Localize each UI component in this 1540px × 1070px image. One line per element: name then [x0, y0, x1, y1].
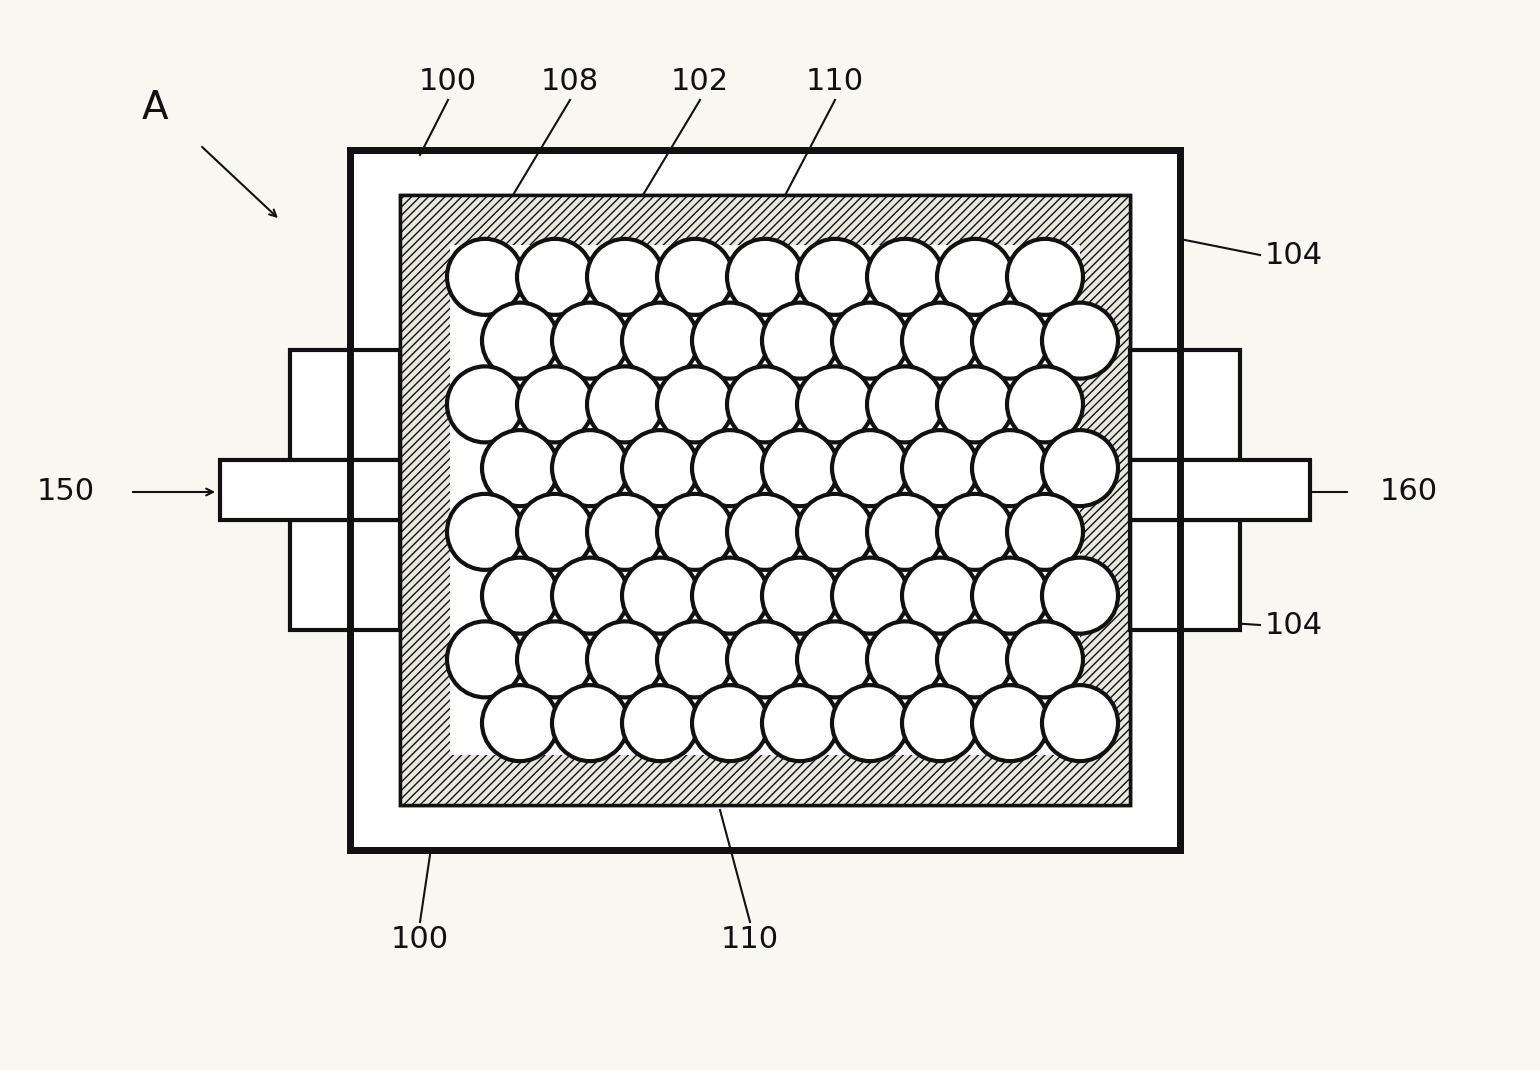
- Text: 108: 108: [541, 67, 599, 96]
- Ellipse shape: [551, 557, 628, 633]
- Text: 102: 102: [671, 67, 728, 96]
- Ellipse shape: [587, 239, 664, 315]
- Bar: [350, 150, 1180, 850]
- Ellipse shape: [551, 430, 628, 506]
- Ellipse shape: [551, 685, 628, 761]
- Ellipse shape: [832, 430, 909, 506]
- Ellipse shape: [867, 239, 942, 315]
- Ellipse shape: [867, 494, 942, 570]
- Bar: [400, 195, 1130, 805]
- Ellipse shape: [936, 622, 1013, 698]
- Ellipse shape: [447, 494, 524, 570]
- Ellipse shape: [587, 494, 664, 570]
- Ellipse shape: [1043, 303, 1118, 379]
- Bar: [400, 755, 1130, 805]
- Ellipse shape: [517, 622, 593, 698]
- Ellipse shape: [798, 239, 873, 315]
- Ellipse shape: [447, 366, 524, 442]
- Bar: [400, 195, 1130, 805]
- Ellipse shape: [902, 557, 978, 633]
- Ellipse shape: [1007, 494, 1083, 570]
- Ellipse shape: [902, 685, 978, 761]
- Ellipse shape: [832, 557, 909, 633]
- Ellipse shape: [762, 557, 838, 633]
- Ellipse shape: [691, 557, 768, 633]
- Ellipse shape: [658, 622, 733, 698]
- Ellipse shape: [622, 430, 698, 506]
- Ellipse shape: [798, 622, 873, 698]
- Ellipse shape: [551, 303, 628, 379]
- Text: 110: 110: [805, 67, 864, 96]
- Ellipse shape: [902, 303, 978, 379]
- Ellipse shape: [972, 685, 1049, 761]
- Ellipse shape: [727, 622, 802, 698]
- Ellipse shape: [691, 430, 768, 506]
- Ellipse shape: [972, 303, 1049, 379]
- Ellipse shape: [762, 430, 838, 506]
- Bar: [350, 150, 1180, 850]
- Bar: [1080, 195, 1130, 805]
- Bar: [290, 520, 400, 630]
- Ellipse shape: [972, 430, 1049, 506]
- Ellipse shape: [658, 366, 733, 442]
- Text: A: A: [142, 89, 168, 127]
- Text: 100: 100: [419, 67, 477, 96]
- Ellipse shape: [517, 239, 593, 315]
- Ellipse shape: [482, 685, 557, 761]
- Ellipse shape: [727, 366, 802, 442]
- Ellipse shape: [762, 685, 838, 761]
- Ellipse shape: [867, 366, 942, 442]
- Ellipse shape: [798, 366, 873, 442]
- Ellipse shape: [1043, 430, 1118, 506]
- Ellipse shape: [798, 494, 873, 570]
- Ellipse shape: [727, 494, 802, 570]
- Ellipse shape: [832, 685, 909, 761]
- Text: 110: 110: [721, 926, 779, 954]
- Ellipse shape: [482, 303, 557, 379]
- Ellipse shape: [936, 239, 1013, 315]
- Text: 150: 150: [37, 477, 95, 506]
- Ellipse shape: [936, 366, 1013, 442]
- Bar: [400, 195, 1130, 245]
- Ellipse shape: [517, 366, 593, 442]
- Ellipse shape: [936, 494, 1013, 570]
- Ellipse shape: [1043, 685, 1118, 761]
- Ellipse shape: [658, 239, 733, 315]
- Ellipse shape: [622, 557, 698, 633]
- Ellipse shape: [727, 239, 802, 315]
- Ellipse shape: [622, 303, 698, 379]
- Text: 104: 104: [1264, 241, 1323, 270]
- Ellipse shape: [1007, 622, 1083, 698]
- Ellipse shape: [1007, 239, 1083, 315]
- Ellipse shape: [691, 685, 768, 761]
- Ellipse shape: [762, 303, 838, 379]
- Bar: [1130, 350, 1240, 460]
- Ellipse shape: [587, 366, 664, 442]
- Ellipse shape: [447, 239, 524, 315]
- Ellipse shape: [972, 557, 1049, 633]
- Ellipse shape: [482, 557, 557, 633]
- Bar: [1130, 460, 1311, 520]
- Ellipse shape: [482, 430, 557, 506]
- Text: 160: 160: [1380, 477, 1438, 506]
- Ellipse shape: [622, 685, 698, 761]
- Ellipse shape: [1043, 557, 1118, 633]
- Ellipse shape: [1007, 366, 1083, 442]
- Ellipse shape: [832, 303, 909, 379]
- Ellipse shape: [691, 303, 768, 379]
- Ellipse shape: [867, 622, 942, 698]
- Ellipse shape: [587, 622, 664, 698]
- Ellipse shape: [658, 494, 733, 570]
- Bar: [400, 195, 450, 805]
- Ellipse shape: [902, 430, 978, 506]
- Bar: [290, 350, 400, 460]
- Bar: [1130, 520, 1240, 630]
- Text: 100: 100: [391, 926, 450, 954]
- Text: 104: 104: [1264, 611, 1323, 640]
- Ellipse shape: [447, 622, 524, 698]
- Bar: [220, 460, 400, 520]
- Ellipse shape: [517, 494, 593, 570]
